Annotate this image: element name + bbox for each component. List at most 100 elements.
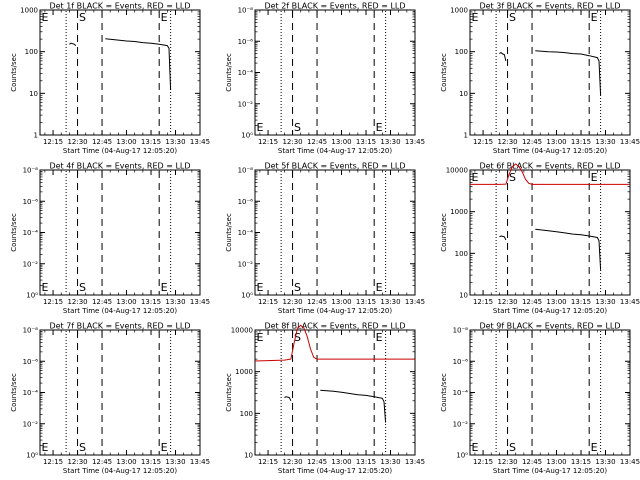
marker-letter-E: E: [42, 441, 49, 454]
x-tick-label: 13:45: [405, 298, 425, 306]
x-tick-label: 13:00: [331, 298, 351, 306]
x-tick-label: 13:15: [571, 138, 591, 146]
y-tick-label: 1000: [450, 208, 468, 216]
x-tick-label: 13:00: [546, 458, 566, 466]
plot-frame: [39, 9, 201, 136]
panel-det-1: Det 1f BLACK = Events, RED = LLD 1 10 100 10…: [10, 2, 210, 156]
y-tick-label: 10⁰: [26, 292, 38, 300]
y-tick-label: 1000: [450, 7, 468, 15]
marker-letter-E: E: [161, 441, 168, 454]
panel-det-8: Det 8f BLACK = Events, RED = LLD 10 100 100…: [225, 322, 425, 476]
panel-title: Det 7f BLACK = Events, RED = LLD: [49, 322, 190, 331]
x-tick-label: 13:15: [571, 458, 591, 466]
marker-letter-S: S: [79, 281, 86, 294]
x-axis-label: Start Time (04-Aug-17 12:05:20): [278, 307, 392, 315]
panel-title: Det 3f BLACK = Events, RED = LLD: [479, 2, 620, 11]
y-tick-label: 100: [240, 410, 253, 418]
x-tick-label: 13:00: [116, 458, 136, 466]
x-tick-label: 13:00: [116, 138, 136, 146]
x-tick-label: 13:00: [331, 138, 351, 146]
plot-frame: [469, 9, 631, 136]
panel-title: Det 6f BLACK = Events, RED = LLD: [479, 162, 620, 171]
events-series-line: [499, 51, 507, 62]
marker-letter-E: E: [376, 331, 383, 344]
marker-letter-E: E: [591, 11, 598, 24]
plot-frame: [469, 169, 631, 296]
y-tick-label: 10: [459, 90, 468, 98]
x-tick-label: 13:30: [595, 458, 615, 466]
y-tick-label: 10⁻⁸: [238, 7, 254, 15]
x-tick-label: 12:30: [67, 138, 87, 146]
y-axis-label: Counts/sec: [10, 373, 18, 412]
y-axis-label: Counts/sec: [440, 53, 448, 92]
y-tick-label: 10⁰: [241, 132, 253, 140]
marker-letter-S: S: [509, 171, 516, 184]
x-tick-label: 12:15: [43, 298, 63, 306]
x-tick-label: 12:30: [497, 138, 517, 146]
x-tick-label: 12:15: [258, 138, 278, 146]
x-tick-label: 13:00: [546, 298, 566, 306]
x-tick-label: 13:30: [595, 298, 615, 306]
events-series-line: [105, 38, 172, 91]
marker-letter-E: E: [591, 171, 598, 184]
x-tick-label: 13:15: [356, 298, 376, 306]
events-series-line: [320, 389, 387, 423]
y-tick-label: 10⁻²: [23, 260, 39, 268]
y-tick-label: 1000: [20, 7, 38, 15]
y-axis-label: Counts/sec: [225, 213, 233, 252]
y-tick-label: 10⁻⁴: [238, 229, 254, 237]
y-tick-label: 10⁻⁸: [453, 327, 469, 335]
panel-title: Det 9f BLACK = Events, RED = LLD: [479, 322, 620, 331]
x-tick-label: 13:30: [165, 458, 185, 466]
x-tick-label: 12:45: [522, 298, 542, 306]
panel-det-2: Det 2f BLACK = Events, RED = LLD 10⁰ 10⁻² 1…: [225, 2, 425, 156]
y-tick-label: 10⁻⁸: [23, 327, 39, 335]
x-axis-label: Start Time (04-Aug-17 12:05:20): [493, 147, 607, 155]
x-tick-label: 13:15: [141, 138, 161, 146]
x-tick-label: 13:45: [190, 298, 210, 306]
x-axis-label: Start Time (04-Aug-17 12:05:20): [63, 147, 177, 155]
x-tick-label: 13:30: [380, 298, 400, 306]
y-tick-label: 10⁻⁶: [453, 358, 469, 366]
x-tick-label: 12:15: [43, 138, 63, 146]
y-tick-label: 100: [25, 48, 38, 56]
marker-letter-E: E: [472, 171, 479, 184]
marker-letter-E: E: [472, 11, 479, 24]
x-axis-label: Start Time (04-Aug-17 12:05:20): [63, 467, 177, 475]
y-tick-label: 10⁰: [241, 292, 253, 300]
events-series-line: [535, 50, 602, 96]
panel-det-6: Det 6f BLACK = Events, RED = LLD 10 100 100…: [440, 162, 640, 316]
x-tick-label: 13:15: [141, 458, 161, 466]
marker-letter-E: E: [376, 281, 383, 294]
marker-letter-E: E: [472, 441, 479, 454]
x-tick-label: 12:30: [497, 298, 517, 306]
y-tick-label: 10⁻²: [238, 260, 254, 268]
x-tick-label: 12:15: [473, 458, 493, 466]
marker-letter-E: E: [376, 121, 383, 134]
y-tick-label: 10⁰: [456, 452, 468, 460]
x-tick-label: 13:15: [141, 298, 161, 306]
y-tick-label: 1000: [235, 368, 253, 376]
marker-letter-S: S: [79, 11, 86, 24]
panel-det-5: Det 5f BLACK = Events, RED = LLD 10⁰ 10⁻² 1…: [225, 162, 425, 316]
x-tick-label: 12:45: [92, 298, 112, 306]
y-axis-label: Counts/sec: [225, 53, 233, 92]
x-tick-label: 12:30: [67, 298, 87, 306]
x-tick-label: 13:30: [165, 138, 185, 146]
x-tick-label: 12:30: [282, 298, 302, 306]
y-tick-label: 10⁰: [26, 452, 38, 460]
y-axis-label: Counts/sec: [10, 53, 18, 92]
x-tick-label: 13:15: [356, 458, 376, 466]
x-tick-label: 12:45: [522, 138, 542, 146]
y-tick-label: 10⁻⁶: [238, 38, 254, 46]
y-tick-label: 10⁻²: [238, 100, 254, 108]
x-tick-label: 13:30: [165, 298, 185, 306]
x-axis-label: Start Time (04-Aug-17 12:05:20): [493, 467, 607, 475]
x-tick-label: 12:15: [258, 458, 278, 466]
x-tick-label: 12:30: [67, 458, 87, 466]
x-tick-label: 13:45: [405, 458, 425, 466]
panel-det-4: Det 4f BLACK = Events, RED = LLD 10⁰ 10⁻² 1…: [10, 162, 210, 316]
panel-title: Det 2f BLACK = Events, RED = LLD: [264, 2, 405, 11]
marker-letter-S: S: [509, 441, 516, 454]
